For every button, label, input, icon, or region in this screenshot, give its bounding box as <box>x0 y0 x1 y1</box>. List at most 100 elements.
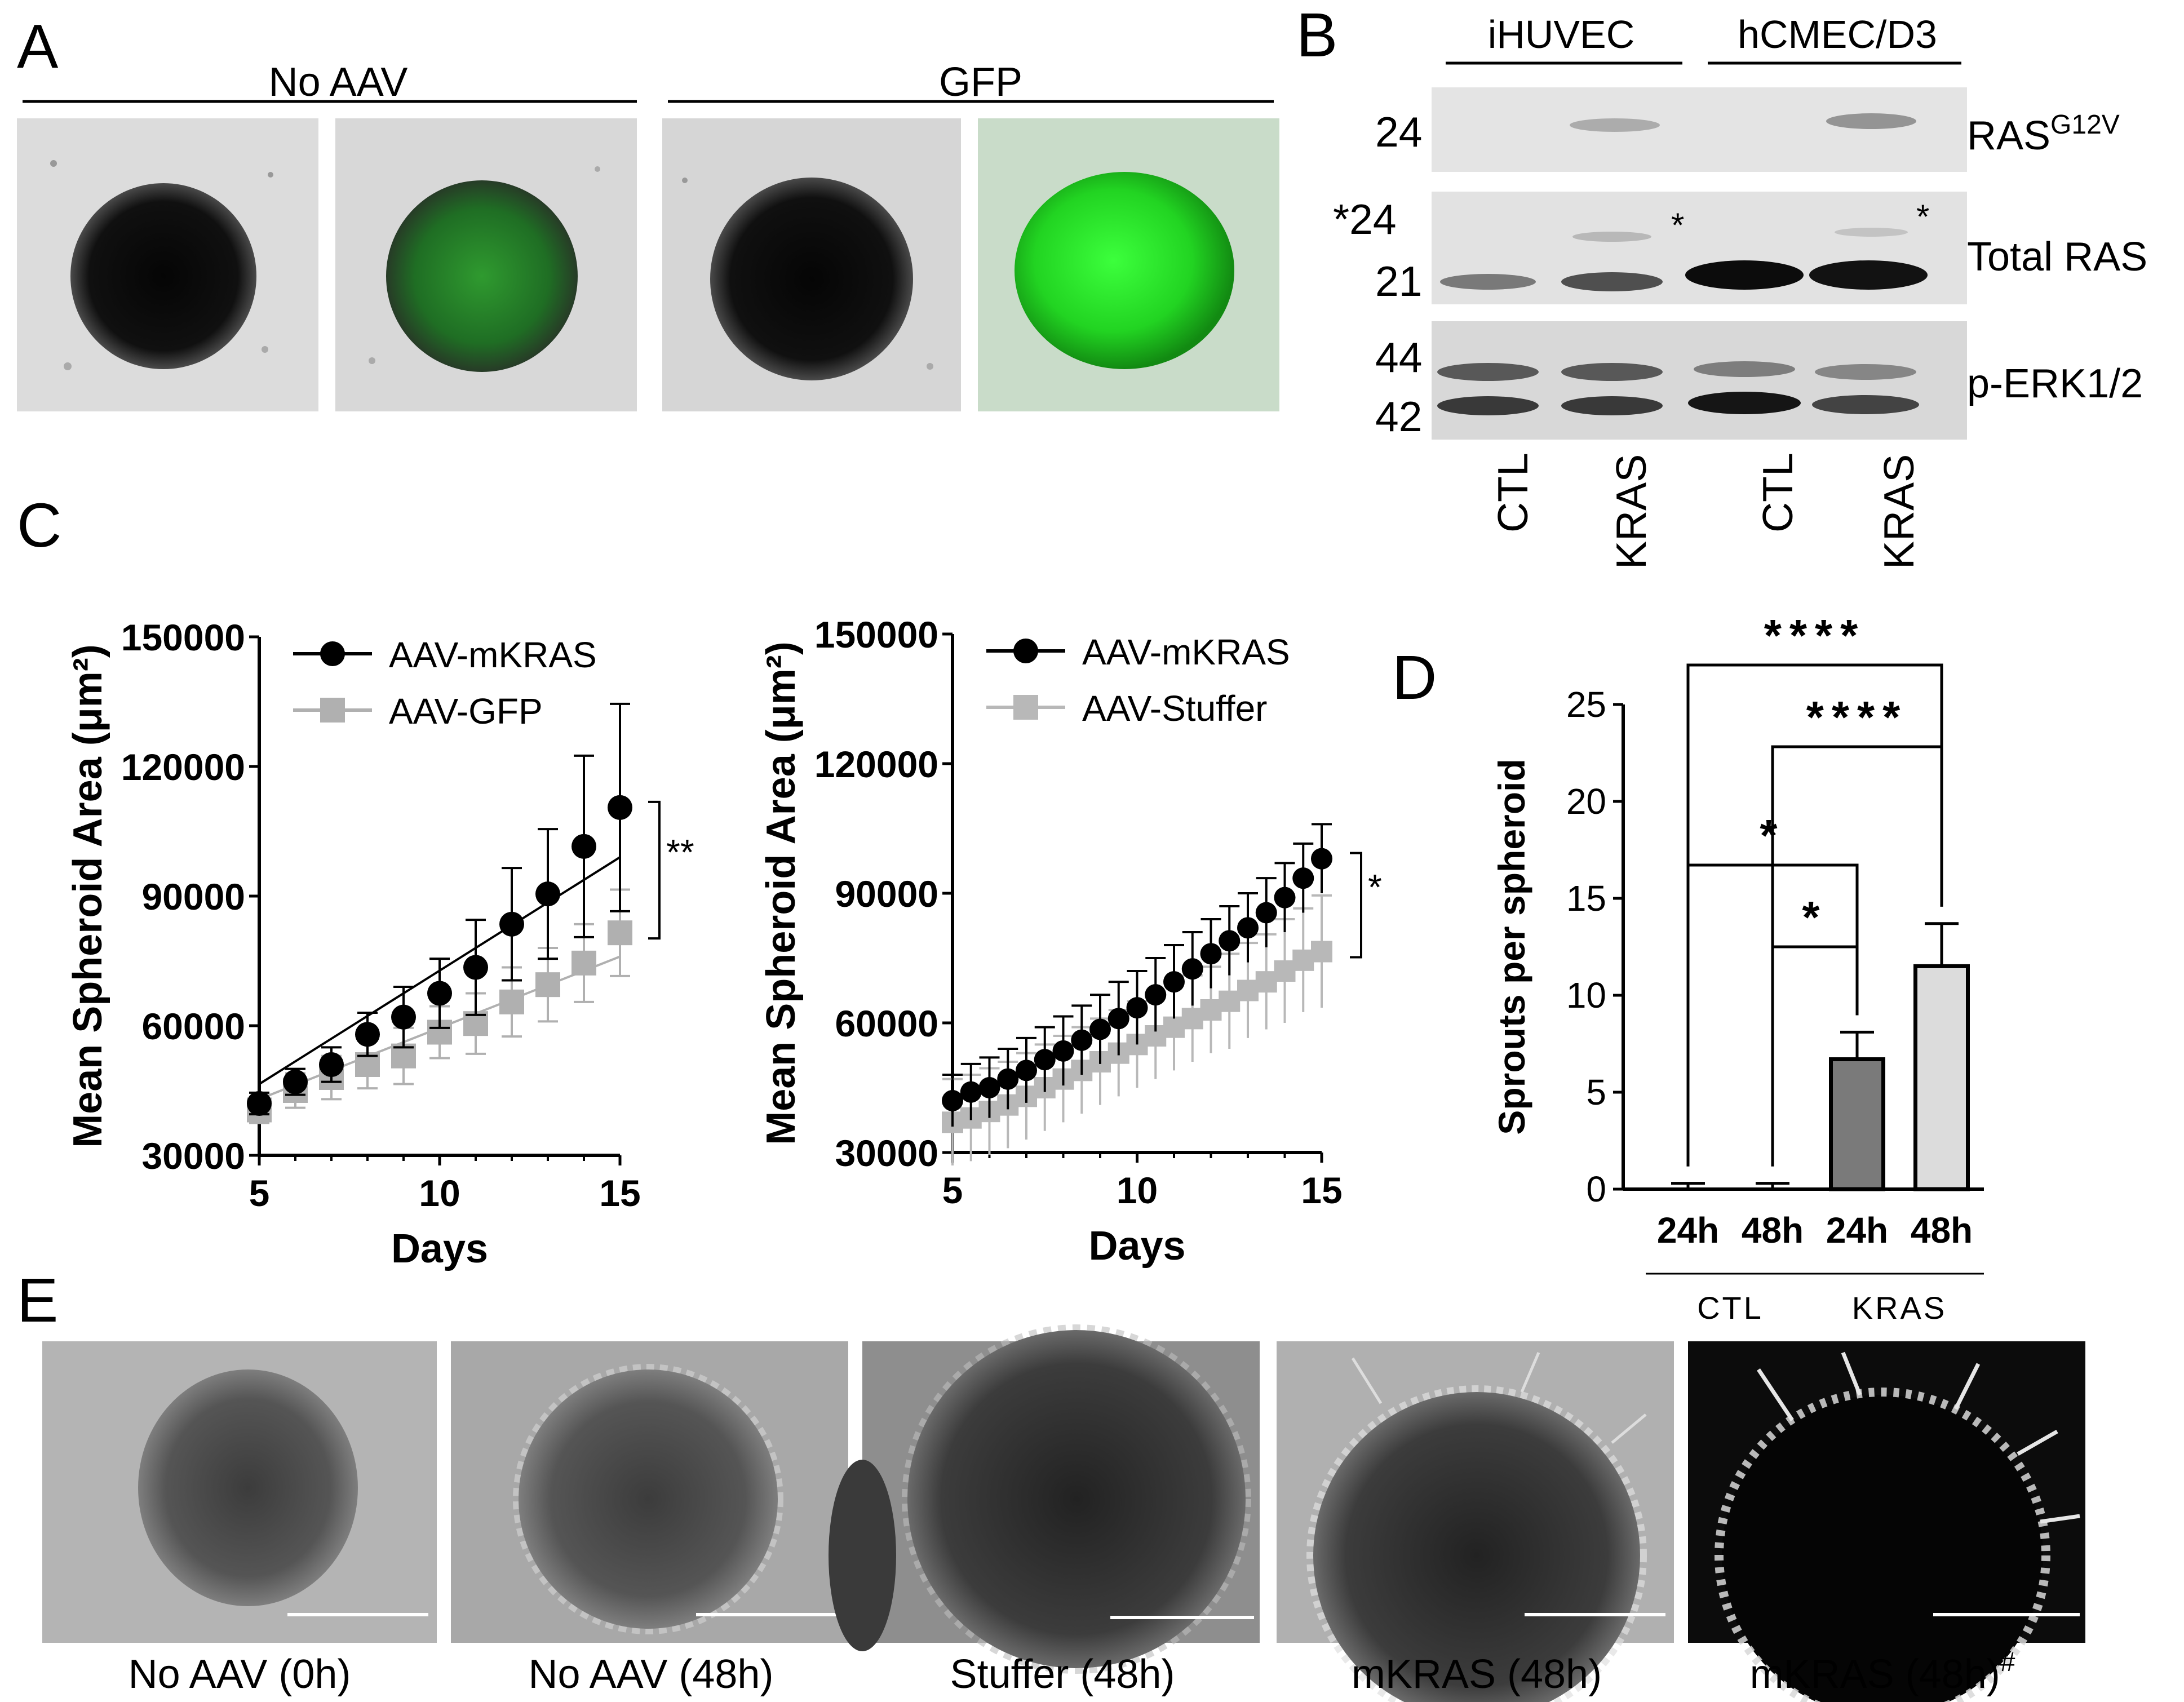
panel-a-image-fluorescence-bright <box>978 118 1279 411</box>
panel-c: C 30000 60000 90000 120000 150000 5 10 15 Days Me… <box>17 491 1382 1271</box>
y-tick-label: 150000 <box>814 614 938 655</box>
data-point <box>355 1022 380 1047</box>
data-point <box>247 1091 272 1116</box>
series-AAV-mKRAS <box>942 823 1332 1127</box>
panel-a-group-gfp: GFP <box>939 60 1022 105</box>
blot-total-ras-label: Total RAS <box>1967 234 2147 280</box>
bar <box>1829 1057 1885 1191</box>
panel-e-image-mkras-48h <box>1277 1341 1674 1702</box>
blot-p-erk-label: p-ERK1/2 <box>1967 361 2143 406</box>
panel-a-letter: A <box>17 12 59 81</box>
panel-e-image-stuffer-48h <box>829 1324 1260 1674</box>
data-point <box>608 795 632 820</box>
data-point <box>463 955 488 980</box>
data-point <box>1219 990 1241 1012</box>
legend-label: AAV-GFP <box>389 691 543 732</box>
legend-marker <box>1013 639 1038 663</box>
svg-text:RASG12V: RASG12V <box>1967 110 2120 158</box>
legend-marker <box>320 698 345 723</box>
y-tick-label: 150000 <box>121 617 245 658</box>
data-point <box>942 1090 963 1111</box>
panel-d-letter: D <box>1392 643 1437 712</box>
x-tick-label: 24h <box>1657 1210 1719 1251</box>
panel-a-image-brightfield <box>17 118 318 411</box>
x-tick-label: 24h <box>1826 1210 1888 1251</box>
blot-ras-g12v-label-sup: G12V <box>2050 110 2120 140</box>
data-point <box>499 989 524 1014</box>
data-point <box>1016 1060 1037 1082</box>
bar <box>1913 964 1970 1191</box>
comparison-bracket <box>1771 945 1859 1167</box>
panel-e-image-no-aav-48h <box>451 1341 848 1643</box>
x-axis-label: Days <box>391 1226 488 1271</box>
data-point <box>608 920 632 946</box>
data-point <box>283 1069 308 1094</box>
blot-p-erk: 44 42 p-ERK1/2 <box>1375 321 2143 440</box>
panel-e-image-no-aav-0h <box>42 1341 437 1643</box>
x-tick-label: 5 <box>942 1169 963 1211</box>
y-tick-label: 30000 <box>141 1135 245 1177</box>
data-point <box>1089 1018 1111 1040</box>
y-axis-label: Mean Spheroid Area (μm²) <box>759 641 804 1145</box>
lane-label-4: KRAS <box>1875 454 1922 569</box>
y-tick-label: 120000 <box>121 746 245 788</box>
y-tick-label: 90000 <box>141 876 245 918</box>
panel-a-image-brightfield-gfp <box>662 118 961 411</box>
x-tick-label: 15 <box>599 1172 640 1214</box>
panel-e-caption-3: Stuffer (48h) <box>950 1652 1175 1697</box>
panel-e-caption-2: No AAV (48h) <box>529 1652 774 1697</box>
data-point <box>1219 930 1241 952</box>
significance-label: ** <box>666 832 694 872</box>
panel-b-letter: B <box>1296 1 1337 70</box>
x-tick-label: 5 <box>249 1172 270 1214</box>
group-label: CTL <box>1697 1290 1764 1326</box>
data-point <box>1181 958 1203 980</box>
lane-label-3: CTL <box>1754 453 1801 533</box>
panel-b-cell-line-hcmec: hCMEC/D3 <box>1738 12 1937 56</box>
y-tick-label: 0 <box>1586 1169 1606 1209</box>
chart-c-right: 30000 60000 90000 120000 150000 5 10 15 Days Mean… <box>759 614 1382 1269</box>
comparison-label: **** <box>1806 692 1908 742</box>
y-tick-label: 30000 <box>835 1132 938 1174</box>
panel-e-caption-4: mKRAS (48h) <box>1352 1652 1602 1697</box>
data-point <box>1181 1008 1203 1030</box>
data-point <box>1274 960 1296 982</box>
blot-p-erk-mw-42: 42 <box>1375 393 1422 440</box>
panel-c-letter: C <box>17 491 61 560</box>
data-point <box>960 1081 982 1103</box>
panel-b: B iHUVEC hCMEC/D3 24 RASG12V *24 21 * <box>1296 1 2147 569</box>
panel-a: A No AAV GFP <box>17 12 1279 411</box>
data-point <box>1052 1040 1074 1062</box>
panel-e-caption-5-sup: # <box>2000 1647 2015 1677</box>
x-axis-label: Days <box>1088 1224 1185 1269</box>
data-point <box>391 1004 416 1030</box>
blot-total-ras-mark-2: * <box>1916 198 1929 236</box>
data-point <box>1071 1029 1093 1051</box>
comparison-bracket <box>1686 863 1859 1167</box>
x-tick-label: 10 <box>419 1172 460 1214</box>
data-point <box>319 1052 344 1077</box>
data-point <box>1292 867 1314 889</box>
data-point <box>997 1068 1019 1090</box>
blot-p-erk-mw-44: 44 <box>1375 334 1422 381</box>
data-point <box>572 834 596 859</box>
data-point <box>1292 949 1314 971</box>
y-tick-label: 120000 <box>814 743 938 785</box>
data-point <box>1311 848 1332 870</box>
comparison-label: * <box>1802 892 1827 942</box>
comparison-label: * <box>1760 810 1785 861</box>
series-AAV-mKRAS <box>247 702 632 1116</box>
data-point <box>427 981 452 1006</box>
x-tick-label: 10 <box>1117 1169 1158 1211</box>
data-point <box>1145 984 1167 1006</box>
data-point <box>535 972 560 998</box>
comparison-label: **** <box>1764 610 1866 661</box>
y-tick-label: 90000 <box>835 873 938 915</box>
blot-total-ras-mw-21: 21 <box>1375 258 1422 305</box>
y-tick-label: 10 <box>1566 975 1606 1016</box>
significance-bracket <box>648 800 661 940</box>
x-tick-label: 48h <box>1911 1210 1973 1251</box>
significance-bracket <box>1350 852 1362 959</box>
panel-a-group-no-aav: No AAV <box>269 60 408 105</box>
